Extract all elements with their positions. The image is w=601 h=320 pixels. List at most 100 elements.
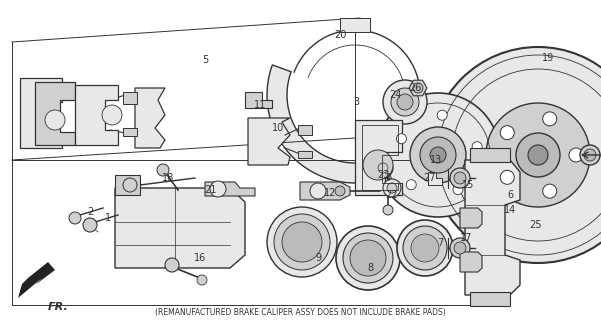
Circle shape xyxy=(343,233,393,283)
Circle shape xyxy=(363,150,393,180)
Polygon shape xyxy=(20,78,62,148)
Circle shape xyxy=(165,258,179,272)
Circle shape xyxy=(430,147,446,163)
Text: 13: 13 xyxy=(430,155,442,165)
Circle shape xyxy=(336,226,400,290)
Polygon shape xyxy=(460,208,482,228)
Circle shape xyxy=(420,137,456,173)
Circle shape xyxy=(102,105,122,125)
Circle shape xyxy=(383,80,427,124)
Polygon shape xyxy=(267,65,431,183)
Text: 3: 3 xyxy=(353,97,359,107)
Text: 11: 11 xyxy=(254,100,266,110)
Text: 7: 7 xyxy=(437,238,443,248)
Circle shape xyxy=(391,88,419,116)
Text: 16: 16 xyxy=(194,253,206,263)
Circle shape xyxy=(282,222,322,262)
Circle shape xyxy=(383,179,401,197)
Circle shape xyxy=(378,163,388,173)
Text: 26: 26 xyxy=(409,83,421,93)
Circle shape xyxy=(406,180,416,190)
Text: 20: 20 xyxy=(334,30,346,40)
Polygon shape xyxy=(115,188,245,268)
Bar xyxy=(470,148,510,162)
Polygon shape xyxy=(428,172,442,185)
Circle shape xyxy=(500,170,514,184)
Text: 8: 8 xyxy=(367,263,373,273)
Text: 17: 17 xyxy=(460,233,472,243)
Bar xyxy=(123,128,137,136)
Circle shape xyxy=(45,110,65,130)
Circle shape xyxy=(430,47,601,263)
Text: 19: 19 xyxy=(542,53,554,63)
Circle shape xyxy=(350,240,386,276)
Text: 25: 25 xyxy=(529,220,542,230)
Circle shape xyxy=(437,110,447,120)
Polygon shape xyxy=(18,262,55,298)
Circle shape xyxy=(310,183,326,199)
Circle shape xyxy=(373,158,393,178)
Text: FR.: FR. xyxy=(48,302,69,312)
Polygon shape xyxy=(409,80,427,96)
Polygon shape xyxy=(135,88,165,148)
Circle shape xyxy=(411,234,439,262)
Circle shape xyxy=(543,112,557,126)
Circle shape xyxy=(454,242,466,254)
Bar xyxy=(123,92,137,104)
Circle shape xyxy=(453,185,463,195)
Polygon shape xyxy=(340,18,370,32)
Circle shape xyxy=(543,184,557,198)
Polygon shape xyxy=(75,85,118,145)
Circle shape xyxy=(580,145,600,165)
Circle shape xyxy=(157,164,169,176)
Polygon shape xyxy=(248,118,290,165)
Text: 21: 21 xyxy=(204,185,216,195)
Circle shape xyxy=(486,103,590,207)
Text: 9: 9 xyxy=(315,253,321,263)
Text: 18: 18 xyxy=(162,173,174,183)
Circle shape xyxy=(210,181,226,197)
Circle shape xyxy=(397,134,406,144)
Circle shape xyxy=(267,207,337,277)
Circle shape xyxy=(397,220,453,276)
Text: 1: 1 xyxy=(105,213,111,223)
Polygon shape xyxy=(115,175,140,195)
Polygon shape xyxy=(245,92,272,108)
Circle shape xyxy=(454,172,466,184)
Text: 14: 14 xyxy=(504,205,516,215)
Circle shape xyxy=(274,214,330,270)
Circle shape xyxy=(335,186,345,196)
Text: 24: 24 xyxy=(389,90,401,100)
Circle shape xyxy=(413,83,423,93)
Circle shape xyxy=(383,205,393,215)
Circle shape xyxy=(397,94,413,110)
Circle shape xyxy=(123,178,137,192)
Circle shape xyxy=(387,183,397,193)
Polygon shape xyxy=(465,160,520,295)
Circle shape xyxy=(410,127,466,183)
Circle shape xyxy=(584,149,596,161)
Text: 15: 15 xyxy=(462,180,474,190)
Text: (REMANUFACTURED BRAKE CALIPER ASSY DOES NOT INCLUDE BRAKE PADS): (REMANUFACTURED BRAKE CALIPER ASSY DOES … xyxy=(154,308,445,316)
Text: 12: 12 xyxy=(324,188,336,198)
Bar xyxy=(298,125,312,135)
Text: 10: 10 xyxy=(272,123,284,133)
Text: 6: 6 xyxy=(507,190,513,200)
Circle shape xyxy=(403,226,447,270)
Circle shape xyxy=(83,218,97,232)
Circle shape xyxy=(472,142,482,152)
Polygon shape xyxy=(460,252,482,272)
Text: 4: 4 xyxy=(385,173,391,183)
Text: 22: 22 xyxy=(386,190,398,200)
Text: 23: 23 xyxy=(377,170,389,180)
Text: 5: 5 xyxy=(202,55,208,65)
Polygon shape xyxy=(355,120,402,195)
Circle shape xyxy=(376,93,500,217)
Circle shape xyxy=(197,275,207,285)
Circle shape xyxy=(69,212,81,224)
Text: 2: 2 xyxy=(87,207,93,217)
Bar xyxy=(298,151,312,158)
Polygon shape xyxy=(205,182,255,196)
Circle shape xyxy=(528,145,548,165)
Polygon shape xyxy=(300,182,350,200)
